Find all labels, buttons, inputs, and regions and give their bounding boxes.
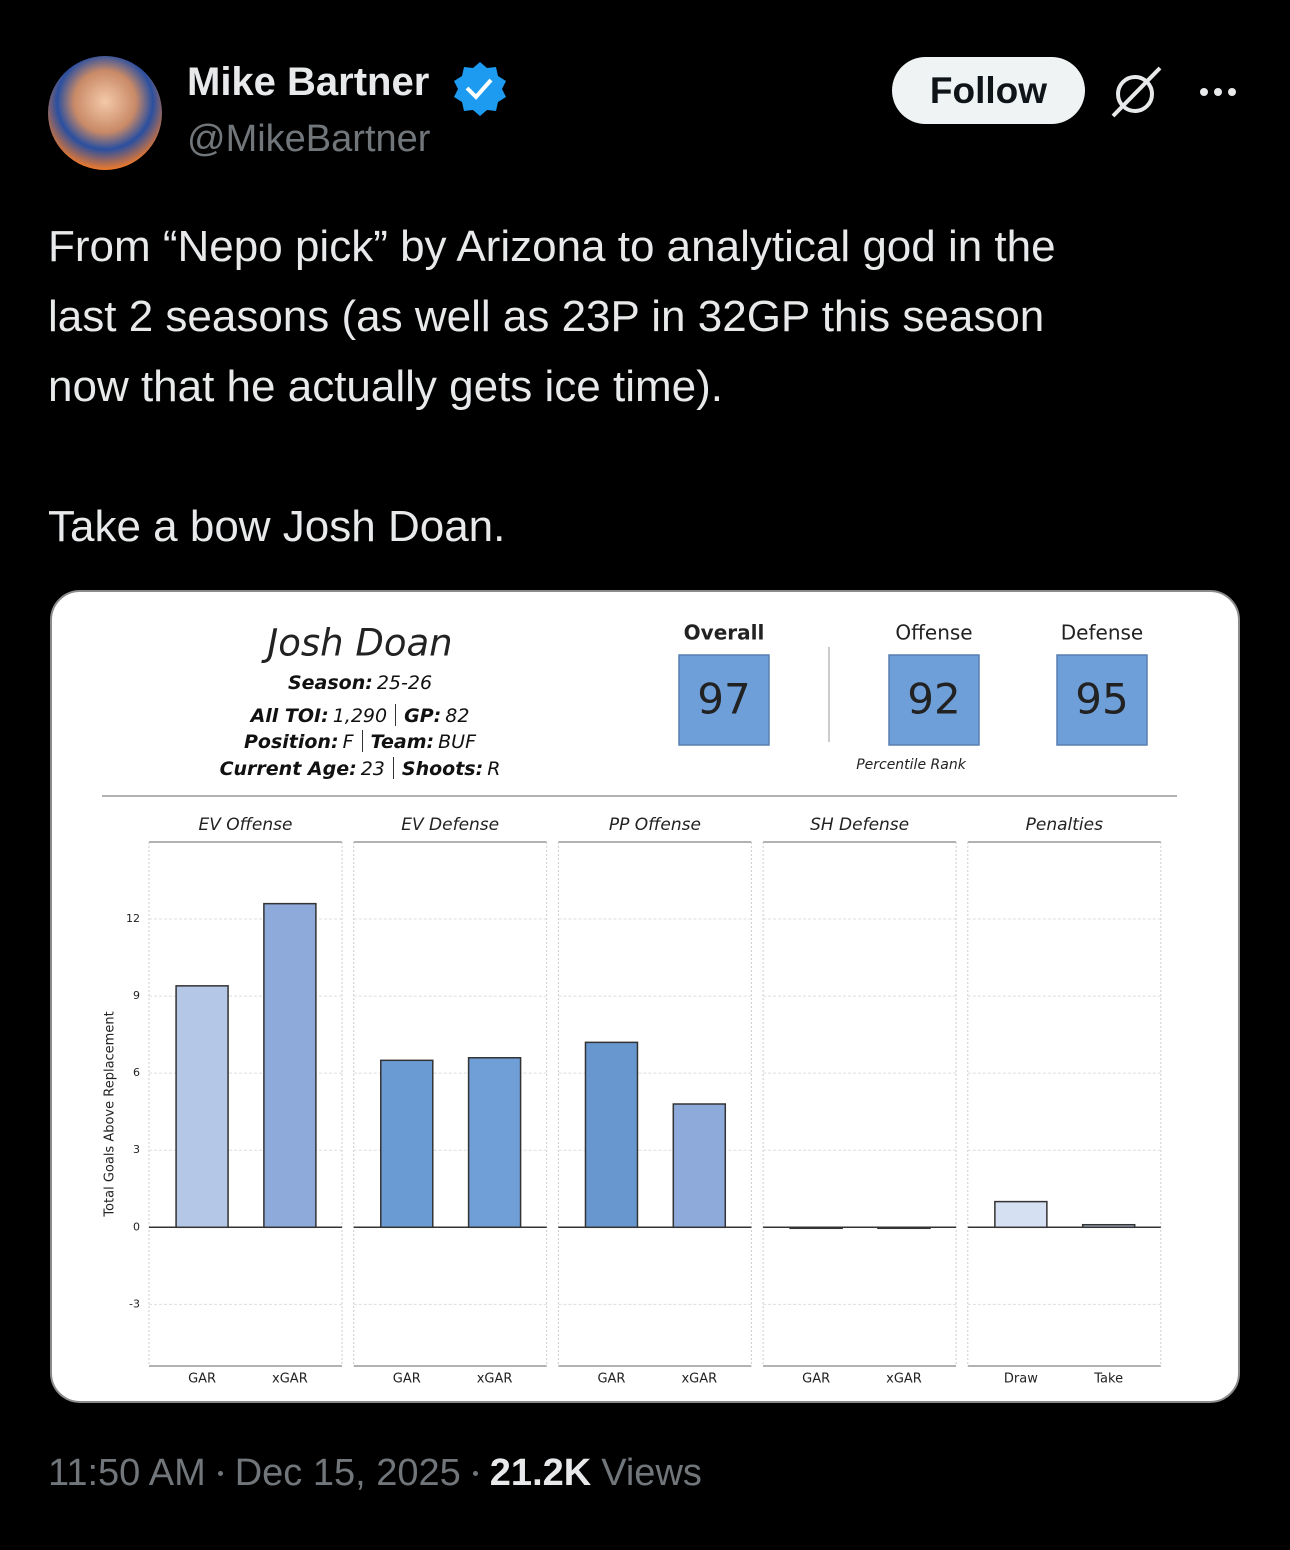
info-value: 25-26 [376, 672, 433, 694]
rating-label: Overall [684, 621, 765, 645]
rating-box [888, 654, 980, 746]
info-line: Position: F Team: BUF [160, 729, 560, 756]
x-tick-label: GAR [802, 1372, 830, 1387]
rating-box [678, 654, 770, 746]
paragraph: From “Nepo pick” by Arizona to analytica… [48, 212, 1056, 422]
verified-badge [454, 62, 506, 116]
y-tick-label: 9 [133, 989, 140, 1002]
bar [175, 985, 229, 1229]
bar [672, 1103, 727, 1229]
separator [217, 1471, 223, 1476]
rating-label: Offense [895, 621, 972, 645]
info-label: Current Age: [219, 757, 357, 780]
panel-title: SH Defense [810, 815, 909, 835]
panel-title: PP Offense [609, 815, 701, 835]
rating-label: Defense [1061, 621, 1143, 645]
y-tick-label: 3 [133, 1143, 140, 1156]
x-tick-label: Take [1093, 1372, 1123, 1387]
y-tick-label: -3 [129, 1297, 140, 1310]
info-line: Season: 25-26 [160, 670, 560, 697]
bar [584, 1041, 639, 1229]
separator [361, 730, 363, 752]
x-tick-label: GAR [393, 1372, 421, 1387]
info-value: 82 [445, 704, 470, 727]
x-tick-label: GAR [597, 1372, 625, 1387]
date[interactable]: Dec 15, 2025 [234, 1452, 461, 1494]
text-line: last 2 seasons (as well as 23P in 32GP t… [48, 292, 1045, 341]
separator [395, 703, 397, 726]
info-label: Position: [243, 731, 339, 753]
y-axis-label: Total Goals Above Replacement [103, 1011, 118, 1217]
separator [472, 1471, 478, 1476]
player-name: Josh Doan [260, 622, 452, 665]
text-line: Take a bow Josh Doan. [48, 502, 506, 551]
chart: Josh Doan Overall 97 Offense 92 Defense 95 Perc… [102, 621, 1177, 1387]
info-value: F [342, 731, 354, 753]
x-tick-label: xGAR [886, 1372, 922, 1387]
y-tick-label: 12 [126, 912, 140, 925]
author-name[interactable]: Mike Bartner [187, 60, 430, 104]
y-tick-label: 0 [133, 1220, 140, 1233]
text-line: From “Nepo pick” by Arizona to analytica… [48, 222, 1056, 271]
chart-card[interactable]: Josh Doan Overall 97 Offense 92 Defense 95 Perc… [50, 590, 1240, 1403]
paragraph: Take a bow Josh Doan. [48, 492, 1056, 562]
x-tick-label: xGAR [477, 1372, 513, 1387]
y-tick-label: 6 [133, 1066, 140, 1079]
avatar[interactable] [48, 56, 162, 170]
bar [789, 1226, 843, 1230]
x-tick-label: Draw [1004, 1372, 1038, 1387]
player-info: Season: 25-26 All TOI: 1,290 GP: 82 Position: F… [160, 670, 560, 782]
x-tick-label: GAR [188, 1372, 216, 1387]
ratings-note: Percentile Rank [856, 757, 967, 773]
bar [877, 1226, 931, 1230]
views-label: Views [601, 1452, 702, 1494]
bar [1081, 1223, 1136, 1229]
bar [380, 1059, 434, 1229]
info-value: BUF [438, 731, 476, 753]
bar [263, 902, 317, 1229]
bar [994, 1200, 1048, 1229]
verified-check [465, 78, 493, 100]
separator [392, 756, 394, 779]
info-label: All TOI: [250, 704, 329, 727]
follow-button[interactable]: Follow [892, 57, 1085, 124]
info-line: Current Age: 23 Shoots: R [160, 756, 560, 783]
panel-title: EV Offense [199, 815, 293, 835]
rating-value: 95 [1075, 675, 1128, 724]
rating-box [1056, 654, 1148, 746]
tweet-footer: 11:50 AM Dec 15, 2025 21.2K Views [48, 1452, 702, 1495]
author-handle[interactable]: @MikeBartner [187, 118, 431, 160]
info-value: 23 [360, 757, 385, 780]
info-value: 1,290 [332, 704, 388, 727]
time[interactable]: 11:50 AM [48, 1452, 206, 1494]
view-count: 21.2K [489, 1452, 592, 1494]
text-line: now that he actually gets ice time). [48, 362, 723, 411]
info-value: R [487, 757, 501, 780]
panel-title: Penalties [1026, 815, 1103, 835]
info-label: Shoots: [401, 757, 484, 780]
x-tick-label: xGAR [681, 1372, 717, 1387]
rating-value: 92 [907, 675, 960, 724]
bar [467, 1057, 522, 1229]
panel-title: EV Defense [401, 815, 499, 835]
info-label: Team: [370, 731, 435, 753]
more-icon[interactable] [1200, 88, 1236, 96]
tweet-text: From “Nepo pick” by Arizona to analytica… [48, 212, 1056, 632]
x-tick-label: xGAR [272, 1372, 308, 1387]
rating-value: 97 [697, 675, 750, 724]
info-label: GP: [404, 704, 442, 727]
info-label: Season: [287, 672, 373, 694]
info-line: All TOI: 1,290 GP: 82 [160, 703, 560, 730]
grok-icon[interactable] [1111, 66, 1162, 118]
